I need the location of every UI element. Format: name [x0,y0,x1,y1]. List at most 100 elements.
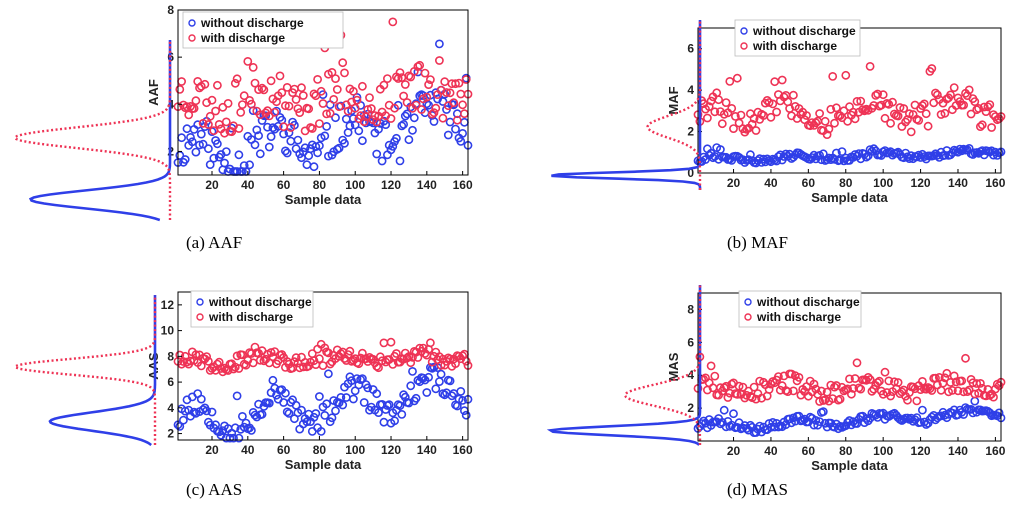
scatter-point [196,394,206,404]
scatter-point [250,78,260,88]
scatter-point [177,77,186,86]
scatter-point [738,382,748,392]
scatter-point [957,146,967,156]
scatter-point [284,408,294,418]
scatter-point [230,78,240,88]
scatter-point [706,361,716,371]
scatter-point [458,100,467,110]
scatter-point [266,348,276,357]
scatter-point [212,139,222,149]
scatter-point [340,138,349,148]
scatter-point [447,391,457,401]
scatter-point [293,135,303,145]
scatter-point [257,409,267,419]
scatter-point [300,143,310,153]
scatter-point [746,420,755,430]
scatter-point [316,426,326,436]
x-tick-label: 80 [313,443,327,457]
scatter-point [257,83,267,93]
scatter-point [768,417,778,427]
scatter-point [845,374,854,384]
scatter-point [280,101,290,111]
scatter-point [774,372,783,381]
y-tick-label: 6 [167,375,174,389]
scatter-point [959,100,968,110]
scatter-point [830,118,839,128]
scatter-point [839,106,849,116]
scatter-point [768,99,778,109]
y-tick-label: 10 [161,324,175,338]
scatter-point [413,62,423,71]
scatter-point [409,113,419,123]
scatter-point [895,103,905,112]
scatter-point [789,386,798,396]
scatter-point [451,79,460,89]
scatter-point [239,161,249,170]
scatter-point [248,63,258,72]
scatter-point [989,392,998,402]
scatter-point [459,406,469,416]
scatter-point [966,109,976,119]
scatter-point [459,117,469,127]
scatter-point [311,409,321,418]
scatter-point [727,104,737,113]
scatter-point [912,396,922,406]
scatter-point [434,39,444,49]
scatter-point [431,384,441,394]
scatter-point [442,88,451,97]
scatter-point [777,75,787,85]
x-tick-label: 120 [911,444,931,458]
scatter-point [298,91,308,100]
scatter-point [906,127,916,137]
scatter-point [886,118,895,128]
scatter-point [234,364,244,373]
scatter-point [710,107,720,117]
scatter-point [732,389,742,399]
scatter-point [313,75,322,84]
scatter-point [314,141,324,151]
scatter-point [458,395,467,405]
scatter-point [252,125,262,135]
scatter-point [976,378,985,388]
scatter-point [420,68,430,78]
scatter-point [749,382,759,392]
scatter-point [456,386,466,396]
scatter-point [811,384,821,394]
scatter-point [357,136,367,146]
scatter-point [320,410,330,420]
x-tick-label: 120 [381,443,401,457]
scatter-point [379,417,389,427]
scatter-point [196,129,206,139]
scatter-point [770,77,780,87]
density-curve-with [646,20,702,190]
scatter-point [350,103,360,113]
series-with [693,62,1006,139]
scatter-point [873,89,882,99]
scatter-point [402,109,412,119]
scatter-point [232,391,242,401]
scatter-point [994,114,1004,124]
scatter-point [402,98,412,107]
scatter-point [970,389,980,399]
scatter-point [940,108,950,118]
scatter-point [764,385,774,394]
scatter-point [880,367,890,377]
scatter-point [434,377,444,386]
y-axis-label: AAS [146,352,161,380]
scatter-point [957,376,967,386]
x-tick-label: 80 [839,176,853,190]
legend-entry: with discharge [200,31,285,45]
scatter-point [824,153,834,163]
scatter-point [719,383,729,393]
scatter-point [275,71,285,81]
scatter-point [272,97,281,107]
scatter-point [865,145,875,154]
y-axis-label: MAS [666,352,681,381]
x-axis-label: Sample data [811,458,888,473]
scatter-point [388,141,398,151]
scatter-point [234,124,244,133]
y-tick-label: 12 [161,298,175,312]
scatter-point [334,143,344,153]
scatter-point [229,364,238,374]
